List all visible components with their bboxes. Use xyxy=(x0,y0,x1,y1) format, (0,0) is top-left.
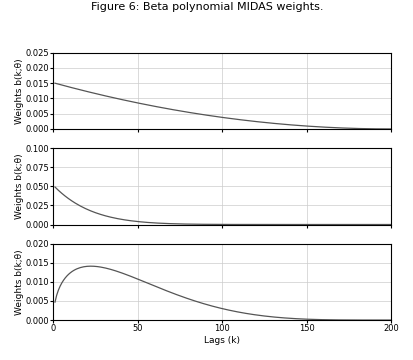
Y-axis label: Weights b(k;θ): Weights b(k;θ) xyxy=(15,249,24,315)
X-axis label: Lags (k): Lags (k) xyxy=(204,336,240,345)
Y-axis label: Weights b(k;θ): Weights b(k;θ) xyxy=(15,58,24,123)
Y-axis label: Weights b(k;θ): Weights b(k;θ) xyxy=(15,153,24,219)
Text: Figure 6: Beta polynomial MIDAS weights.: Figure 6: Beta polynomial MIDAS weights. xyxy=(90,2,323,12)
